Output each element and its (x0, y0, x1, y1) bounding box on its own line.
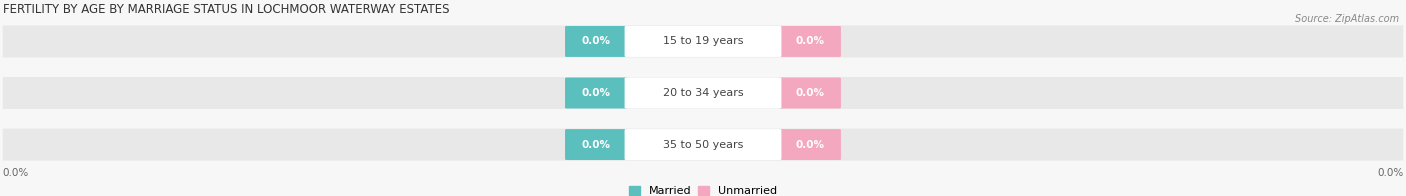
FancyBboxPatch shape (624, 26, 782, 57)
FancyBboxPatch shape (565, 129, 627, 160)
FancyBboxPatch shape (624, 78, 782, 108)
FancyBboxPatch shape (624, 129, 782, 160)
Text: 15 to 19 years: 15 to 19 years (662, 36, 744, 46)
Text: 0.0%: 0.0% (582, 88, 610, 98)
Legend: Married, Unmarried: Married, Unmarried (628, 186, 778, 196)
FancyBboxPatch shape (779, 129, 841, 160)
FancyBboxPatch shape (3, 77, 1403, 109)
FancyBboxPatch shape (779, 26, 841, 57)
Text: 0.0%: 0.0% (3, 168, 30, 178)
FancyBboxPatch shape (565, 78, 627, 108)
Text: FERTILITY BY AGE BY MARRIAGE STATUS IN LOCHMOOR WATERWAY ESTATES: FERTILITY BY AGE BY MARRIAGE STATUS IN L… (3, 3, 450, 16)
FancyBboxPatch shape (3, 25, 1403, 57)
Text: 0.0%: 0.0% (796, 88, 824, 98)
Text: 0.0%: 0.0% (582, 36, 610, 46)
FancyBboxPatch shape (779, 78, 841, 108)
Text: 0.0%: 0.0% (1376, 168, 1403, 178)
Text: 35 to 50 years: 35 to 50 years (662, 140, 744, 150)
FancyBboxPatch shape (565, 26, 627, 57)
Text: 0.0%: 0.0% (796, 36, 824, 46)
Text: 20 to 34 years: 20 to 34 years (662, 88, 744, 98)
Text: 0.0%: 0.0% (796, 140, 824, 150)
Text: 0.0%: 0.0% (582, 140, 610, 150)
FancyBboxPatch shape (3, 129, 1403, 161)
Text: Source: ZipAtlas.com: Source: ZipAtlas.com (1295, 14, 1399, 24)
